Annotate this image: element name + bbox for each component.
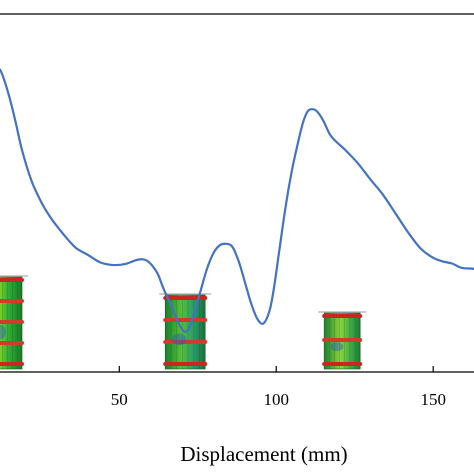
specimen-insets [0, 275, 367, 370]
specimen-fold-band [163, 296, 208, 300]
specimen-fold-band [0, 320, 24, 324]
x-ticks: 50 100 150 [111, 366, 446, 409]
x-tick-label-150: 150 [420, 390, 446, 409]
x-tick-label-100: 100 [263, 390, 289, 409]
specimen-fold-band [322, 314, 363, 318]
specimen-fold-band [0, 299, 24, 303]
specimen-fold-band [322, 338, 363, 342]
x-tick-label-50: 50 [111, 390, 128, 409]
series-line [0, 68, 474, 333]
specimen-strain-patch [172, 333, 187, 346]
specimen-fold-band [0, 362, 24, 366]
specimen-tall [0, 275, 28, 370]
x-axis-title: Displacement (mm) [180, 442, 347, 466]
specimen-strain-patch [330, 342, 344, 352]
specimen-fold-band [322, 362, 363, 366]
specimen-strain-patch [0, 324, 7, 340]
specimen-fold-band [163, 318, 208, 322]
specimen-short [318, 311, 367, 370]
specimen-fold-band [0, 278, 24, 282]
specimen-fold-band [163, 340, 208, 344]
specimen-fold-band [0, 341, 24, 345]
specimen-fold-band [163, 362, 208, 366]
